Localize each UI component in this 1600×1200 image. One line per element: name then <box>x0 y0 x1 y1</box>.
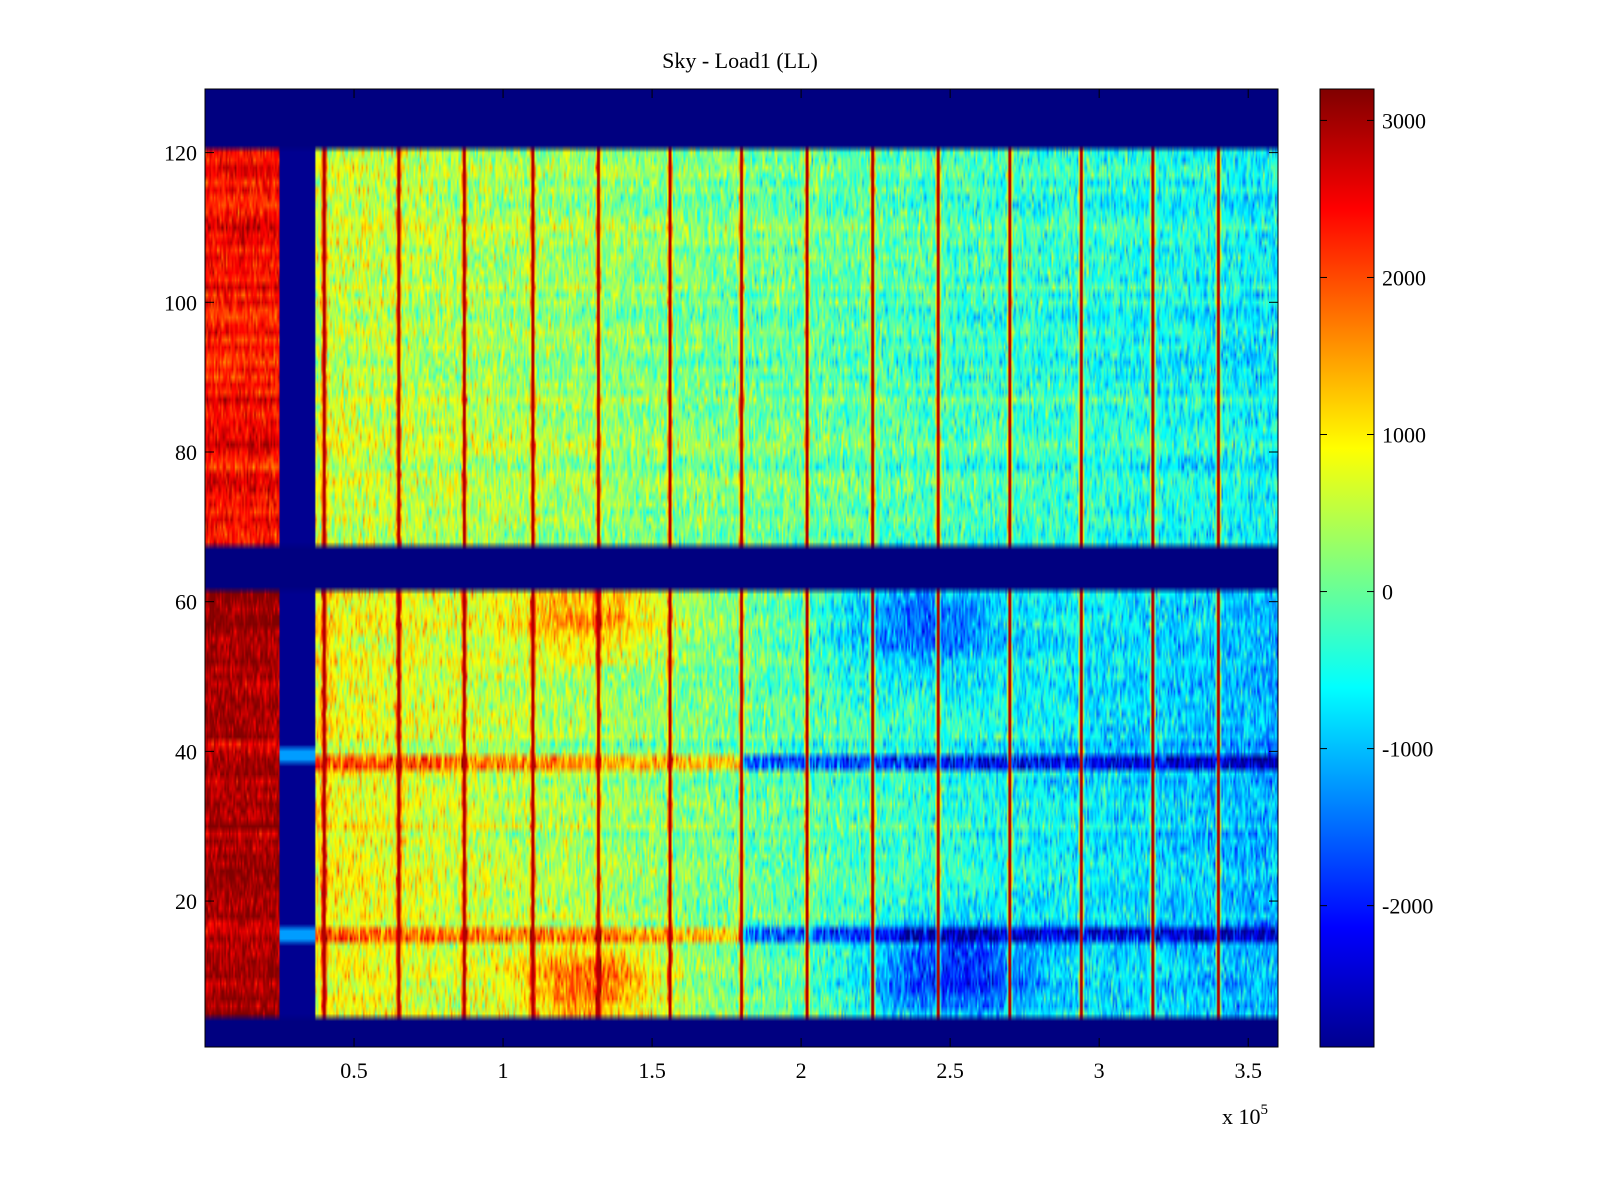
y-axis: 20 40 60 80 100 120 <box>164 141 1278 914</box>
colorbar-tick-label: 2000 <box>1382 265 1426 290</box>
heatmap-image <box>205 89 1278 1047</box>
y-tick-label: 40 <box>175 739 197 764</box>
x-axis: 0.5 1 1.5 2 2.5 3 3.5 <box>340 89 1262 1083</box>
chart-title: Sky - Load1 (LL) <box>662 48 818 73</box>
x-tick-label: 2 <box>796 1058 807 1083</box>
colorbar-ticks: 3000 2000 1000 0 -1000 -2000 <box>1320 108 1433 919</box>
colorbar-tick-label: 0 <box>1382 580 1393 605</box>
x-tick-label: 3.5 <box>1234 1058 1262 1083</box>
plot-area: 0.5 1 1.5 2 2.5 3 3.5 20 40 60 80 100 120 x 105 <box>164 88 1279 1129</box>
x-multiplier-label: x 105 <box>1222 1102 1268 1129</box>
colorbar-gradient <box>1319 88 1375 1048</box>
x-tick-label: 2.5 <box>936 1058 964 1083</box>
y-tick-label: 120 <box>164 141 197 166</box>
colorbar-tick-label: -1000 <box>1382 737 1433 762</box>
x-tick-label: 0.5 <box>340 1058 368 1083</box>
y-tick-label: 60 <box>175 590 197 615</box>
colorbar: 3000 2000 1000 0 -1000 -2000 <box>1319 88 1433 1048</box>
colorbar-tick-label: -2000 <box>1382 894 1433 919</box>
plot-frame <box>204 88 1279 1048</box>
y-tick-label: 100 <box>164 290 197 315</box>
x-tick-label: 3 <box>1094 1058 1105 1083</box>
x-tick-label: 1 <box>498 1058 509 1083</box>
y-tick-label: 80 <box>175 440 197 465</box>
colorbar-tick-label: 3000 <box>1382 108 1426 133</box>
x-tick-label: 1.5 <box>638 1058 666 1083</box>
colorbar-tick-label: 1000 <box>1382 423 1426 448</box>
y-tick-label: 20 <box>175 889 197 914</box>
